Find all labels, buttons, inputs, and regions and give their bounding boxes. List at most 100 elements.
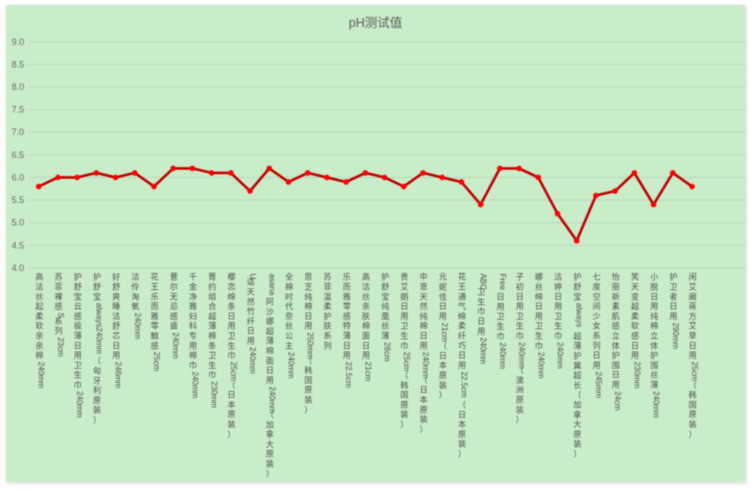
svg-text:原: 原 xyxy=(458,430,466,439)
svg-text:列: 列 xyxy=(55,326,63,336)
svg-text:原: 原 xyxy=(573,430,581,439)
svg-text:（: （ xyxy=(400,371,408,380)
svg-text:棉: 棉 xyxy=(420,321,428,331)
svg-text:怡: 怡 xyxy=(612,272,620,282)
svg-text:原: 原 xyxy=(689,410,697,419)
svg-text:妮: 妮 xyxy=(439,282,447,292)
svg-text:金: 金 xyxy=(189,282,197,292)
svg-text:大: 大 xyxy=(266,439,274,449)
svg-text:朗: 朗 xyxy=(400,291,408,301)
svg-text:用: 用 xyxy=(304,322,312,331)
svg-text:巧: 巧 xyxy=(458,341,466,350)
svg-text:）: ） xyxy=(266,469,274,478)
svg-text:护: 护 xyxy=(93,272,101,282)
svg-text:（: （ xyxy=(458,400,466,409)
svg-text:立: 立 xyxy=(650,331,658,341)
svg-text:淘: 淘 xyxy=(131,291,139,301)
svg-text:感: 感 xyxy=(55,301,63,311)
svg-text:约: 约 xyxy=(208,282,216,292)
svg-text:特: 特 xyxy=(343,321,351,331)
svg-text:净: 净 xyxy=(189,291,197,301)
svg-text:元: 元 xyxy=(439,273,447,282)
svg-text:者: 者 xyxy=(669,292,677,301)
svg-text:日: 日 xyxy=(593,351,601,360)
svg-text:原: 原 xyxy=(420,405,428,414)
svg-text:而: 而 xyxy=(151,302,159,311)
svg-text:卫: 卫 xyxy=(535,322,543,331)
svg-text:巾: 巾 xyxy=(496,331,504,341)
svg-text:软: 软 xyxy=(631,321,639,331)
svg-text:尔: 尔 xyxy=(170,282,178,292)
svg-text:裸: 裸 xyxy=(55,291,63,301)
svg-text:日: 日 xyxy=(477,317,485,326)
svg-text:日: 日 xyxy=(343,341,351,350)
svg-text:25cm: 25cm xyxy=(402,352,411,372)
svg-text:纯: 纯 xyxy=(304,291,312,301)
svg-text:薄: 薄 xyxy=(208,321,216,331)
svg-text:用: 用 xyxy=(631,351,639,360)
svg-text:25cm: 25cm xyxy=(152,352,161,372)
svg-text:日: 日 xyxy=(439,302,447,311)
svg-text:氧: 氧 xyxy=(131,301,139,311)
svg-text:公: 公 xyxy=(285,332,293,341)
svg-text:用: 用 xyxy=(650,302,658,311)
svg-text:组: 组 xyxy=(208,291,216,301)
svg-text:纤: 纤 xyxy=(247,316,255,326)
svg-text:忌: 忌 xyxy=(170,302,178,311)
svg-text:240mm: 240mm xyxy=(190,371,199,398)
svg-text:（: （ xyxy=(227,381,235,390)
svg-text:用: 用 xyxy=(420,341,428,350)
svg-text:用: 用 xyxy=(247,336,255,345)
svg-text:面: 面 xyxy=(362,332,370,341)
svg-text:加: 加 xyxy=(573,399,581,409)
svg-text:系: 系 xyxy=(593,331,601,341)
svg-text:绵: 绵 xyxy=(535,291,543,301)
svg-text:婷: 婷 xyxy=(554,282,562,292)
svg-text:原: 原 xyxy=(304,386,312,395)
svg-text:巾: 巾 xyxy=(400,340,408,350)
svg-text:竹: 竹 xyxy=(247,306,255,316)
svg-text:芝: 芝 xyxy=(304,282,312,292)
svg-text:用: 用 xyxy=(669,312,677,321)
svg-text:洁: 洁 xyxy=(35,282,43,292)
svg-text:always240mm: always240mm xyxy=(94,303,103,354)
svg-text:超: 超 xyxy=(573,331,581,341)
svg-text:装: 装 xyxy=(400,409,408,419)
svg-text:少: 少 xyxy=(593,312,601,321)
svg-text:翼: 翼 xyxy=(573,361,581,370)
svg-text:用: 用 xyxy=(458,361,466,370)
svg-text:薄: 薄 xyxy=(381,331,389,341)
svg-text:艾: 艾 xyxy=(689,322,697,331)
svg-text:原: 原 xyxy=(439,371,447,380)
svg-text:用: 用 xyxy=(74,351,82,360)
svg-text:日: 日 xyxy=(535,302,543,311)
svg-text:丝: 丝 xyxy=(362,291,370,301)
svg-text:（: （ xyxy=(516,366,524,375)
svg-text:卫: 卫 xyxy=(496,312,504,321)
svg-text:）: ） xyxy=(689,430,697,439)
svg-text:好: 好 xyxy=(112,272,120,282)
svg-text:巾: 巾 xyxy=(535,340,543,350)
svg-text:原: 原 xyxy=(400,400,408,409)
svg-text:用: 用 xyxy=(112,351,120,360)
svg-text:4.0: 4.0 xyxy=(12,263,25,273)
svg-text:棉: 棉 xyxy=(189,350,197,360)
svg-text:天: 天 xyxy=(631,283,639,292)
svg-text:）: ） xyxy=(516,415,524,424)
svg-text:拿: 拿 xyxy=(573,409,581,419)
svg-text:日: 日 xyxy=(612,371,620,380)
svg-text:匈: 匈 xyxy=(93,365,101,375)
svg-text:主: 主 xyxy=(285,340,293,350)
svg-text:列: 列 xyxy=(324,340,332,350)
svg-text:专: 专 xyxy=(189,331,197,341)
svg-text:然: 然 xyxy=(247,296,255,306)
svg-text:21cm: 21cm xyxy=(363,362,372,382)
svg-text:日: 日 xyxy=(439,351,447,360)
svg-text:护: 护 xyxy=(573,350,581,360)
svg-text:零: 零 xyxy=(343,302,351,311)
svg-text:空: 空 xyxy=(593,291,601,301)
svg-text:柔: 柔 xyxy=(324,301,332,311)
svg-text:系: 系 xyxy=(324,331,332,341)
svg-text:薄: 薄 xyxy=(266,336,274,346)
svg-text:用: 用 xyxy=(516,302,524,311)
